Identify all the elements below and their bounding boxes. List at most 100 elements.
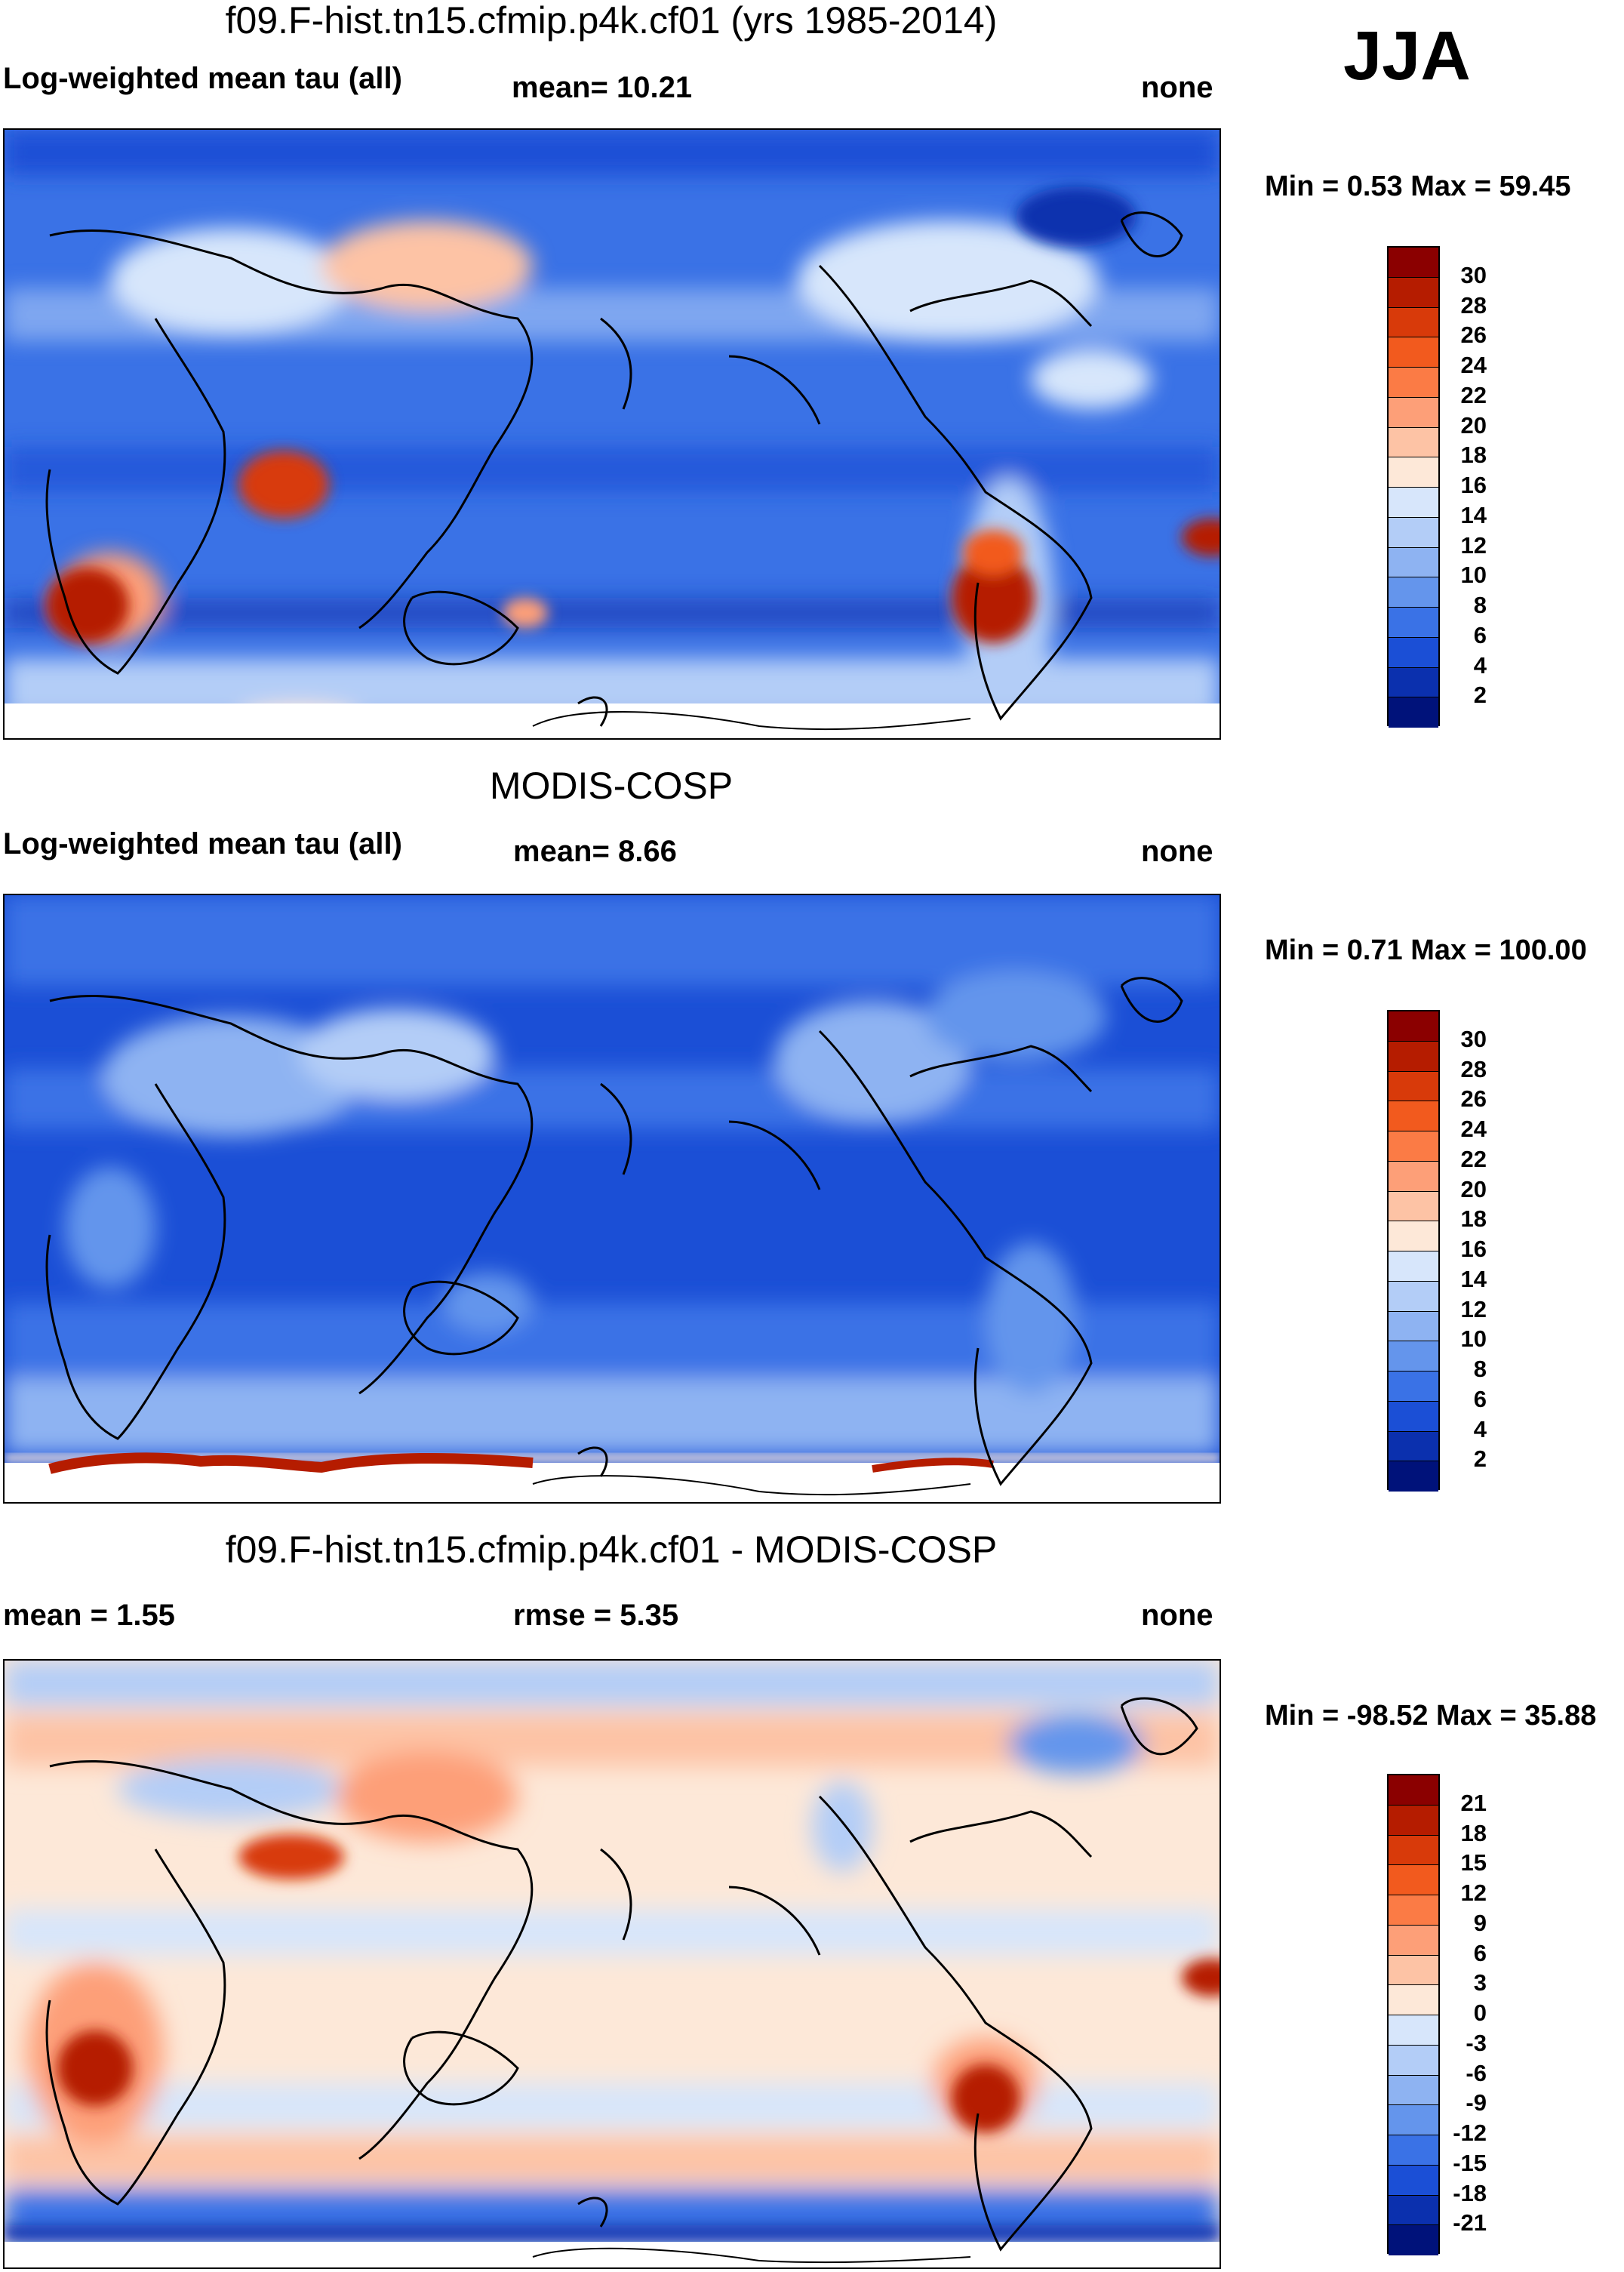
colorbar-tick-label: 2 [1473,1445,1487,1473]
colorbar-swatch [1389,1461,1438,1492]
panel-obs-colorbar-ticks: 30 28 26 24 22 20 18 16 14 12 10 8 6 4 2 [1434,1010,1487,1490]
colorbar-swatch [1389,337,1438,368]
colorbar-tick-label: 16 [1460,472,1487,498]
colorbar-tick-label: 26 [1460,1085,1487,1113]
season-label: JJA [1343,17,1471,94]
colorbar-tick-label: 21 [1460,1789,1487,1816]
colorbar-swatch [1389,1161,1438,1192]
colorbar-tick-label: 3 [1473,1969,1487,1996]
panel-obs-map [3,894,1221,1504]
colorbar-swatch [1389,2195,1438,2226]
colorbar-swatch [1389,2135,1438,2166]
panel-model-left-label: Log-weighted mean tau (all) [3,62,402,95]
panel-model-map [3,128,1221,740]
colorbar-swatch [1389,2015,1438,2046]
colorbar-swatch [1389,637,1438,668]
colorbar-tick-label: 14 [1460,1265,1487,1292]
colorbar-tick-label: 9 [1473,1909,1487,1936]
obs-map-svg [5,895,1220,1502]
colorbar-swatch [1389,577,1438,608]
panel-obs-center-label: mean= 8.66 [513,835,677,868]
colorbar-tick-label: 18 [1460,442,1487,469]
panel-model-minmax: Min = 0.53 Max = 59.45 [1265,171,1571,202]
colorbar-swatch [1389,1401,1438,1432]
colorbar-swatch [1389,1311,1438,1342]
colorbar-tick-label: 12 [1460,531,1487,559]
colorbar-swatch [1389,307,1438,338]
panel-obs-title: MODIS-COSP [489,765,734,807]
colorbar-swatch [1389,2075,1438,2106]
colorbar-tick-label: 10 [1460,562,1487,589]
colorbar-tick-label: 8 [1473,1356,1487,1382]
colorbar-tick-label: 22 [1460,381,1487,408]
colorbar-swatch [1389,1101,1438,1131]
panel-diff-colorbar-ticks: 21 18 15 12 9 6 3 0 -3 -6 -9 -12 -15 -18 -21 [1434,1774,1487,2254]
panel-diff-minmax: Min = -98.52 Max = 35.88 [1265,1700,1597,1732]
colorbar-tick-label: 22 [1460,1145,1487,1172]
colorbar-swatch [1389,2225,1438,2255]
colorbar-swatch [1389,2165,1438,2196]
colorbar-swatch [1389,1895,1438,1926]
colorbar-swatch [1389,1251,1438,1282]
colorbar-tick-label: 10 [1460,1325,1487,1353]
colorbar-tick-label: 2 [1473,682,1487,709]
colorbar-tick-label: 12 [1460,1879,1487,1906]
colorbar-tick-label: 0 [1473,2000,1487,2026]
panel-model-colorbar [1387,246,1440,728]
colorbar-tick-label: 15 [1460,1849,1487,1876]
colorbar-tick-label: 6 [1473,1385,1487,1412]
colorbar-swatch [1389,397,1438,428]
panel-obs-left-label: Log-weighted mean tau (all) [3,827,402,860]
panel-model-right-label: none [1141,71,1213,104]
colorbar-swatch [1389,1041,1438,1072]
colorbar-tick-label: -21 [1453,2209,1487,2237]
panel-model-center-label: mean= 10.21 [512,71,693,104]
colorbar-tick-label: 14 [1460,501,1487,528]
colorbar-swatch [1389,1131,1438,1162]
colorbar-tick-label: 26 [1460,322,1487,349]
panel-obs-right-label: none [1141,835,1213,868]
panel-diff-colorbar [1387,1774,1440,2255]
colorbar-swatch [1389,1865,1438,1895]
colorbar-swatch [1389,1805,1438,1836]
colorbar-swatch [1389,697,1438,728]
colorbar-swatch [1389,2045,1438,2076]
colorbar-swatch [1389,1221,1438,1251]
colorbar-tick-label: 12 [1460,1295,1487,1322]
panel-obs-minmax: Min = 0.71 Max = 100.00 [1265,934,1587,966]
colorbar-swatch [1389,1955,1438,1986]
colorbar-tick-label: -9 [1466,2089,1487,2117]
colorbar-swatch [1389,1925,1438,1956]
panel-obs-colorbar [1387,1010,1440,1492]
panel-diff-right-label: none [1141,1599,1213,1632]
colorbar-tick-label: 28 [1460,1055,1487,1082]
colorbar-tick-label: 30 [1460,1025,1487,1052]
colorbar-swatch [1389,1281,1438,1312]
panel-diff-left-label: mean = 1.55 [3,1599,175,1632]
colorbar-tick-label: 6 [1473,1939,1487,1966]
colorbar-swatch [1389,427,1438,458]
colorbar-swatch [1389,1372,1438,1402]
colorbar-swatch [1389,1071,1438,1102]
diff-map-svg [5,1661,1220,2267]
colorbar-swatch [1389,1775,1438,1806]
colorbar-tick-label: 24 [1460,1116,1487,1142]
colorbar-swatch [1389,1835,1438,1866]
colorbar-tick-label: 24 [1460,352,1487,378]
colorbar-tick-label: 4 [1473,651,1487,679]
colorbar-tick-label: 20 [1460,411,1487,439]
colorbar-swatch [1389,1341,1438,1372]
colorbar-swatch [1389,248,1438,278]
colorbar-swatch [1389,457,1438,488]
colorbar-swatch [1389,1985,1438,2015]
colorbar-tick-label: 8 [1473,592,1487,618]
colorbar-tick-label: 18 [1460,1205,1487,1233]
colorbar-tick-label: 30 [1460,261,1487,288]
colorbar-tick-label: 20 [1460,1175,1487,1202]
colorbar-swatch [1389,547,1438,578]
colorbar-tick-label: -18 [1453,2179,1487,2206]
colorbar-tick-label: 18 [1460,1819,1487,1846]
colorbar-swatch [1389,667,1438,698]
colorbar-swatch [1389,488,1438,518]
colorbar-tick-label: -6 [1466,2059,1487,2086]
